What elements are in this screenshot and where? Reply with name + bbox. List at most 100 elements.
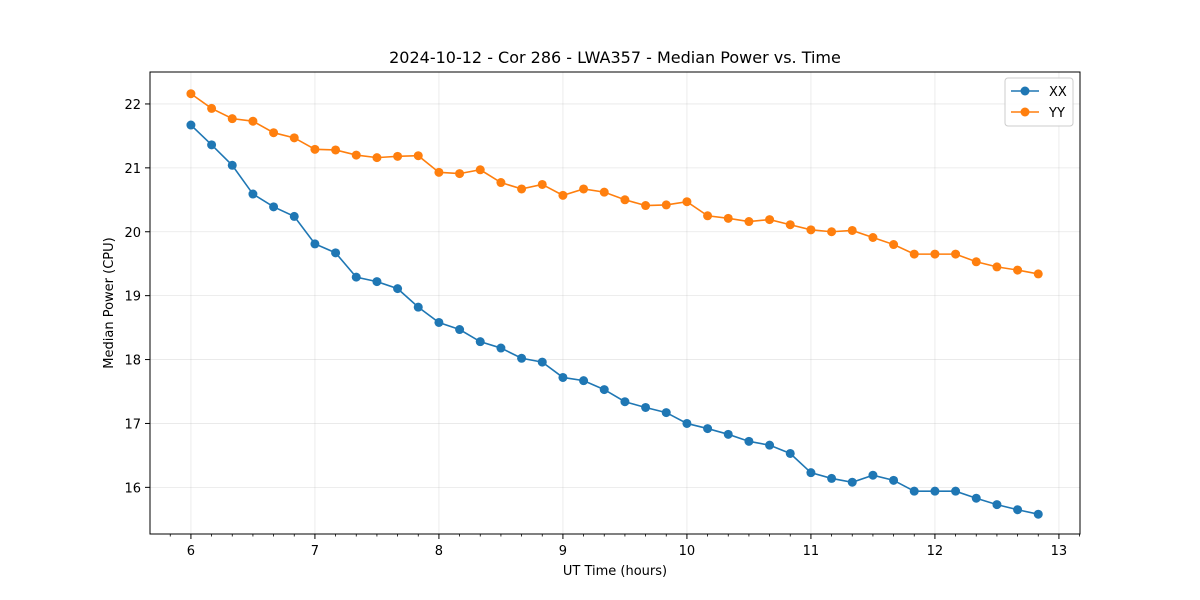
data-point-xx [682,418,692,428]
data-point-xx [269,202,279,212]
plot-frame [149,71,1081,535]
data-point-xx [475,337,485,347]
x-tick-label: 12 [927,544,944,559]
data-point-yy [868,233,878,243]
data-point-xx [393,284,403,294]
data-point-yy [455,169,465,179]
data-point-xx [599,385,609,395]
data-point-xx [723,429,733,439]
axis-ticks: 6 7 8 9 10 11 12 13 16 17 18 19 20 21 22 [124,98,1080,559]
data-point-xx [765,440,775,450]
data-point-xx [909,486,919,496]
data-point-xx [847,477,857,487]
y-tick-label: 19 [124,290,141,305]
data-point-xx [558,372,568,382]
x-tick-label: 9 [559,544,567,559]
x-axis-label: UT Time (hours) [563,564,667,579]
data-point-xx [744,436,754,446]
data-point-yy [289,133,299,143]
data-point-yy [930,249,940,259]
x-tick-label: 6 [187,544,195,559]
data-point-yy [1013,265,1023,275]
data-point-yy [434,167,444,177]
data-point-yy [765,215,775,225]
data-point-xx [1033,509,1043,519]
data-point-yy [620,195,630,205]
data-point-yy [971,257,981,267]
data-point-yy [496,178,506,188]
data-point-yy [310,144,320,154]
data-point-xx [1013,505,1023,515]
data-point-yy [393,151,403,161]
data-point-xx [785,448,795,458]
data-point-yy [641,201,651,211]
series-layer [186,89,1043,519]
data-point-xx [579,376,589,386]
data-point-yy [331,145,341,155]
data-point-xx [331,248,341,258]
data-point-yy [227,114,237,124]
data-point-yy [992,262,1002,272]
data-point-yy [413,151,423,161]
data-point-yy [558,190,568,200]
x-tick-label: 11 [803,544,820,559]
data-point-yy [351,150,361,160]
data-point-yy [207,103,217,113]
data-point-xx [186,120,196,130]
y-tick-label: 21 [124,162,141,177]
data-point-yy [806,225,816,235]
data-point-yy [744,217,754,227]
data-point-xx [930,486,940,496]
legend-label-xx: XX [1049,85,1067,100]
legend-label-yy: YY [1048,106,1065,121]
data-point-xx [620,397,630,407]
data-point-xx [661,408,671,418]
data-point-xx [227,160,237,170]
x-tick-label: 7 [311,544,319,559]
data-point-xx [372,277,382,287]
data-point-xx [641,402,651,412]
data-point-xx [517,353,527,363]
data-point-xx [971,493,981,503]
data-point-yy [1033,269,1043,279]
data-point-yy [723,213,733,223]
data-point-yy [537,179,547,189]
data-point-xx [806,468,816,478]
legend: XX YY [1004,77,1074,127]
x-tick-label: 13 [1051,544,1068,559]
data-point-yy [847,225,857,235]
data-point-xx [248,189,258,199]
chart-title: 2024-10-12 - Cor 286 - LWA357 - Median P… [389,48,841,67]
y-tick-label: 18 [124,354,141,369]
data-point-xx [868,470,878,480]
data-point-yy [269,128,279,138]
y-tick-label: 20 [124,226,141,241]
legend-marker-yy [1020,107,1030,117]
data-point-yy [661,200,671,210]
data-point-yy [517,184,527,194]
data-point-xx [992,500,1002,510]
data-point-xx [703,424,713,434]
data-point-xx [434,317,444,327]
data-point-xx [413,302,423,312]
data-point-yy [186,89,196,99]
data-point-xx [496,343,506,353]
data-point-xx [207,140,217,150]
data-point-yy [889,240,899,250]
data-point-yy [703,211,713,221]
y-axis-label: Median Power (CPU) [102,237,117,368]
data-point-xx [310,239,320,249]
data-point-yy [475,165,485,175]
grid [150,72,1080,534]
data-point-xx [455,325,465,335]
legend-marker-xx [1020,86,1030,96]
data-point-yy [785,220,795,230]
series-line-xx [190,124,1039,515]
data-point-xx [827,473,837,483]
data-point-yy [248,116,258,126]
data-point-xx [537,357,547,367]
x-tick-label: 8 [435,544,443,559]
data-point-yy [579,184,589,194]
y-tick-label: 16 [124,481,141,496]
